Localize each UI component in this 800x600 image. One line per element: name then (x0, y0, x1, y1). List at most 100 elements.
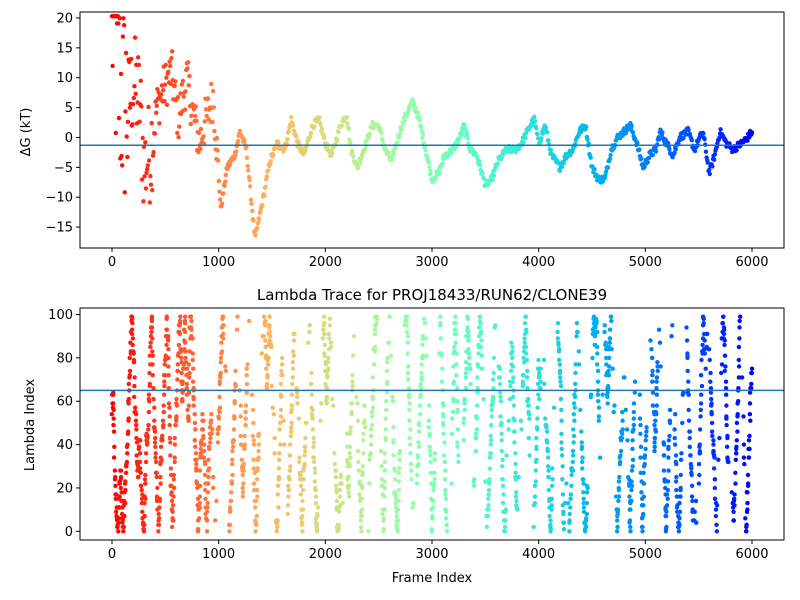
data-point (378, 448, 384, 454)
data-point (120, 34, 126, 39)
data-point (254, 487, 260, 493)
data-point (467, 355, 472, 361)
data-point (653, 427, 658, 432)
data-point (155, 485, 160, 491)
data-point (198, 451, 203, 456)
data-point (497, 366, 503, 371)
data-point (557, 362, 563, 367)
data-point (622, 375, 627, 380)
delta-g-y-axis-label: ΔG (kT) (19, 108, 34, 157)
data-point (475, 403, 480, 408)
data-point (251, 457, 256, 462)
x-tick-label: 6000 (735, 255, 768, 270)
data-point (142, 477, 148, 482)
data-point (699, 357, 704, 363)
data-point (206, 457, 211, 462)
data-point (157, 496, 162, 501)
data-point (503, 518, 508, 523)
data-point (534, 457, 539, 462)
data-point (152, 425, 157, 430)
data-point (291, 353, 296, 358)
data-point (279, 368, 284, 374)
data-point (673, 479, 679, 484)
data-point (275, 524, 280, 530)
data-point (152, 440, 158, 445)
data-point (300, 507, 306, 512)
data-point (618, 453, 623, 458)
data-point (490, 177, 495, 182)
data-point (600, 392, 605, 397)
data-point (168, 453, 173, 458)
y-tick-label: 40 (56, 438, 73, 453)
data-point (654, 403, 659, 408)
data-point (702, 351, 707, 356)
data-point (240, 494, 245, 499)
data-point (309, 392, 314, 397)
data-point (534, 126, 539, 131)
data-point (734, 420, 740, 426)
data-point (654, 392, 659, 397)
data-point (192, 412, 197, 417)
data-point (566, 500, 571, 506)
data-point (146, 422, 151, 428)
data-point (420, 135, 425, 140)
data-point (139, 487, 144, 493)
data-point (562, 500, 568, 506)
data-point (130, 102, 136, 107)
data-point (532, 114, 537, 120)
data-point (638, 444, 644, 449)
data-point (312, 466, 317, 471)
data-point (573, 370, 578, 376)
data-point (384, 368, 390, 374)
data-point (358, 160, 363, 165)
data-point (208, 418, 214, 423)
data-point (438, 323, 443, 328)
data-point (506, 418, 511, 423)
data-point (686, 379, 691, 384)
data-point (228, 507, 233, 512)
data-point (245, 163, 250, 169)
data-point (724, 422, 729, 428)
data-point (145, 166, 150, 172)
data-point (134, 453, 139, 458)
data-point (186, 403, 192, 408)
data-point (509, 340, 514, 345)
data-point (359, 513, 364, 519)
data-point (732, 503, 737, 508)
data-point (195, 529, 201, 534)
data-point (570, 448, 576, 454)
data-point (399, 127, 405, 132)
data-point (258, 208, 263, 214)
data-point (312, 479, 318, 484)
data-point (124, 459, 130, 465)
data-point (657, 340, 663, 345)
data-point (500, 457, 505, 462)
data-point (263, 338, 268, 343)
data-point (700, 342, 705, 348)
data-point (654, 375, 660, 380)
lambda-trace-panel: Lambda Trace for PROJ18433/RUN62/CLONE39… (23, 286, 785, 586)
data-point (408, 442, 413, 447)
data-point (724, 403, 729, 408)
data-point (209, 431, 214, 436)
data-point (499, 438, 504, 443)
data-point (160, 438, 165, 443)
data-point (546, 474, 552, 480)
data-point (350, 373, 355, 378)
data-point (741, 455, 747, 460)
data-point (123, 479, 128, 484)
data-point (354, 394, 359, 400)
data-point (355, 418, 361, 423)
data-point (233, 152, 238, 158)
data-point (524, 351, 529, 356)
data-point (177, 321, 183, 326)
data-point (473, 448, 479, 454)
data-point (557, 370, 562, 376)
plot-frame (79, 11, 785, 249)
data-point (174, 418, 179, 423)
data-point (498, 390, 503, 395)
data-point (677, 500, 682, 506)
data-point (210, 427, 215, 432)
data-point (384, 407, 389, 413)
x-tick-label: 2000 (309, 547, 342, 562)
